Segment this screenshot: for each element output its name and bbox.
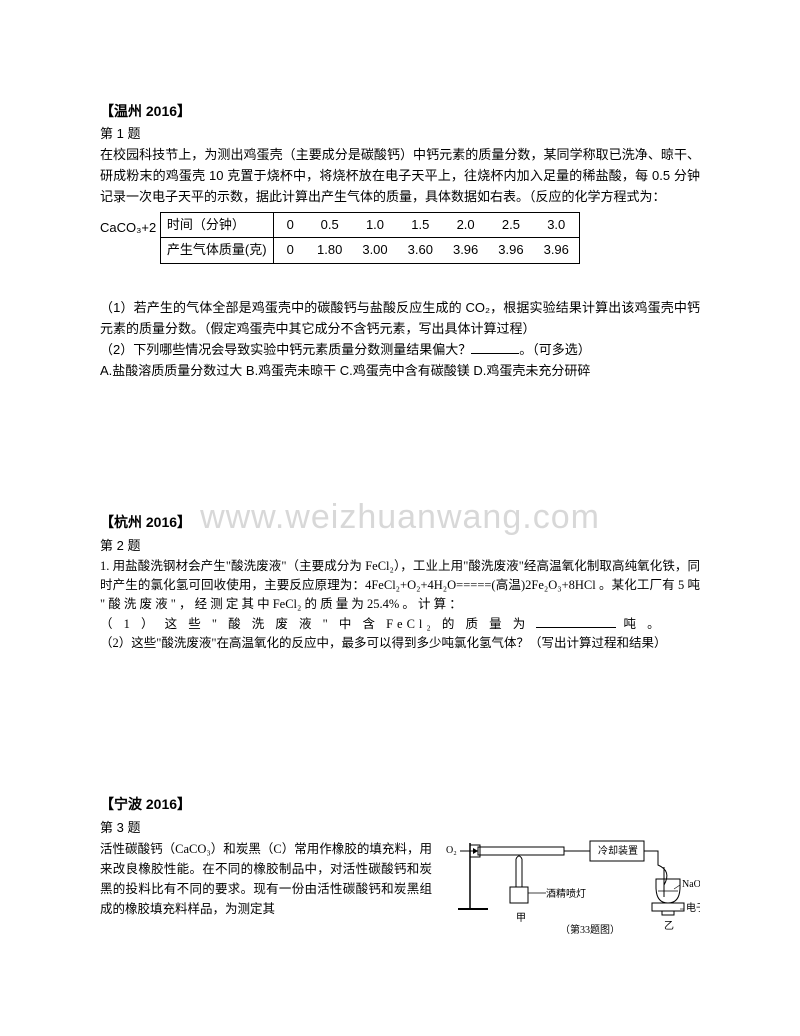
q1-options: A.盐酸溶质质量分数过大 B.鸡蛋壳未晾干 C.鸡蛋壳中含有碳酸镁 D.鸡蛋壳未… [100, 361, 700, 382]
svg-text:冷却装置: 冷却装置 [598, 844, 638, 857]
q1-number: 第 1 题 [100, 124, 700, 145]
table-row: 时间（分钟） 0 0.5 1.0 1.5 2.0 2.5 3.0 [160, 212, 579, 238]
cell: 1.80 [307, 238, 352, 264]
cell: 0 [273, 238, 307, 264]
cell: 3.0 [534, 212, 580, 238]
q1-table-wrap: CaCO₃+2 时间（分钟） 0 0.5 1.0 1.5 2.0 2.5 3.0… [100, 212, 700, 265]
q1-data-table: 时间（分钟） 0 0.5 1.0 1.5 2.0 2.5 3.0 产生气体质量(… [160, 212, 580, 265]
blank-underline [471, 341, 519, 354]
svg-text:甲: 甲 [516, 913, 526, 924]
svg-text:乙: 乙 [664, 920, 674, 932]
table-row: 产生气体质量(克) 0 1.80 3.00 3.60 3.96 3.96 3.9… [160, 238, 579, 264]
svg-text:酒精喷灯: 酒精喷灯 [546, 887, 586, 900]
row-label: 产生气体质量(克) [160, 238, 273, 264]
q3-body: 活性碳酸钙（CaCO₃）和炭黑（C）常用作橡胶的填充料，用来改良橡胶性能。在不同… [100, 839, 432, 939]
q2-sub1-tail: 吨 。 [616, 617, 663, 631]
q2-number: 第 2 题 [100, 536, 700, 557]
cell: 3.00 [352, 238, 397, 264]
cell: 3.96 [488, 238, 533, 264]
o2-label: O₂ [446, 845, 457, 856]
q1-intro: 在校园科技节上，为测出鸡蛋壳（主要成分是碳酸钙）中钙元素的质量分数，某同学称取已… [100, 145, 700, 207]
cell: 1.0 [352, 212, 397, 238]
cell: 0.5 [307, 212, 352, 238]
q2-sub1-text: （ 1 ） 这 些 " 酸 洗 废 液 " 中 含 FeCl₂ 的 质 量 为 [100, 617, 536, 631]
svg-text:NaOH溶液: NaOH溶液 [682, 877, 700, 890]
q2-body3: （2）这些"酸洗废液"在高温氧化的反应中，最多可以得到多少吨氯化氢气体？（写出计… [100, 634, 700, 653]
q3-number: 第 3 题 [100, 818, 700, 839]
cell: 2.0 [443, 212, 488, 238]
q2-section: 【杭州 2016】 第 2 题 1. 用盐酸洗钢材会产生"酸洗废液"（主要成分为… [100, 511, 700, 653]
cell: 2.5 [488, 212, 533, 238]
cell: 1.5 [398, 212, 443, 238]
cell: 3.60 [398, 238, 443, 264]
row-label: 时间（分钟） [160, 212, 273, 238]
q2-body2: （ 1 ） 这 些 " 酸 洗 废 液 " 中 含 FeCl₂ 的 质 量 为 … [100, 615, 700, 634]
q1-formula-prefix: CaCO₃+2 [100, 212, 156, 239]
q3-apparatus-figure: O₂ [440, 839, 700, 939]
q1-section: 【温州 2016】 第 1 题 在校园科技节上，为测出鸡蛋壳（主要成分是碳酸钙）… [100, 100, 700, 381]
cell: 0 [273, 212, 307, 238]
svg-text:电子秤: 电子秤 [686, 901, 700, 914]
cell: 3.96 [534, 238, 580, 264]
svg-text:（第33题图）: （第33题图） [560, 923, 620, 936]
q1-sub2: （2）下列哪些情况会导致实验中钙元素质量分数测量结果偏大？ 。（可多选） [100, 340, 700, 361]
cell: 3.96 [443, 238, 488, 264]
q1-sub2-text: （2）下列哪些情况会导致实验中钙元素质量分数测量结果偏大？ [100, 342, 471, 357]
q3-section: 【宁波 2016】 第 3 题 活性碳酸钙（CaCO₃）和炭黑（C）常用作橡胶的… [100, 793, 700, 938]
q1-sub2-tail: 。（可多选） [519, 342, 591, 357]
q2-header: 【杭州 2016】 [100, 511, 700, 533]
q3-header: 【宁波 2016】 [100, 793, 700, 815]
q1-sub1: （1）若产生的气体全部是鸡蛋壳中的碳酸钙与盐酸反应生成的 CO₂，根据实验结果计… [100, 298, 700, 340]
q2-body1: 1. 用盐酸洗钢材会产生"酸洗废液"（主要成分为 FeCl₂），工业上用"酸洗废… [100, 557, 700, 615]
q1-header: 【温州 2016】 [100, 100, 700, 122]
blank-underline [536, 615, 616, 628]
